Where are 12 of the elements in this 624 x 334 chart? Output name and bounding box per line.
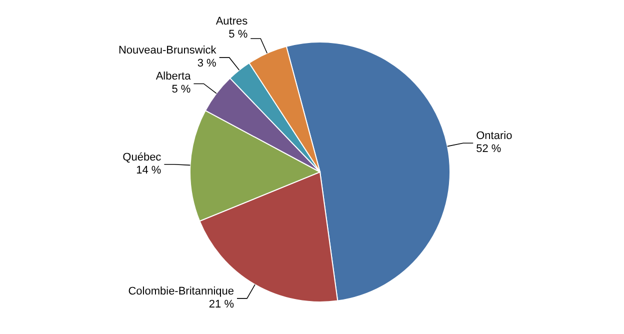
slice-label: Alberta	[156, 70, 192, 83]
slice-label: Québec	[122, 151, 162, 164]
slice-label: Nouveau-Brunswick	[118, 44, 217, 57]
data-label: 3 %	[197, 58, 217, 70]
slice-label: Colombie-Britannique	[128, 285, 234, 298]
data-label: 52 %	[476, 143, 502, 156]
slice-label: Autres	[216, 16, 248, 28]
data-label: 5 %	[228, 28, 248, 41]
data-label: 14 %	[136, 164, 162, 176]
data-label: 21 %	[208, 298, 234, 310]
data-label: 5 %	[172, 84, 191, 96]
slice-label: Ontario	[476, 130, 512, 142]
